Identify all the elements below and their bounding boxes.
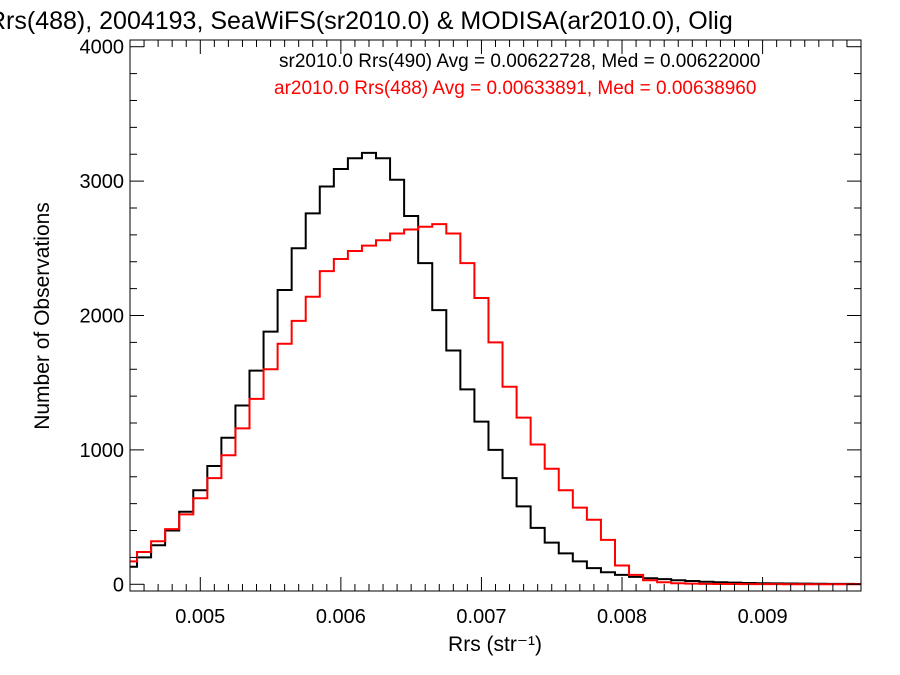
y-tick-label: 1000 — [80, 440, 125, 462]
chart-title: Rrs(488), 2004193, SeaWiFS(sr2010.0) & M… — [0, 7, 733, 35]
series-layer — [130, 151, 861, 586]
y-axis-title: Number of Observations — [31, 202, 54, 430]
plot-frame — [129, 39, 862, 592]
x-tick-label: 0.006 — [316, 606, 366, 628]
x-tick-label: 0.008 — [597, 606, 647, 628]
x-tick-label: 0.009 — [738, 606, 788, 628]
x-tick-label: 0.005 — [175, 606, 225, 628]
series-line-0 — [130, 151, 861, 586]
y-tick-label: 0 — [113, 574, 124, 596]
y-tick-label: 3000 — [80, 171, 125, 193]
y-tick-label: 2000 — [80, 306, 125, 328]
legend-entry-sr2010: sr2010.0 Rrs(490) Avg = 0.00622728, Med … — [279, 51, 760, 72]
y-tick-label: 4000 — [80, 37, 125, 59]
x-tick-label: 0.007 — [456, 606, 506, 628]
label-layer: 0.005 0.006 0.007 0.008 0.009 0 1000 2000 3000 40… — [80, 37, 788, 628]
tick-layer — [130, 40, 862, 591]
x-axis-title: Rrs (str⁻¹) — [448, 633, 542, 656]
legend-entry-ar2010: ar2010.0 Rrs(488) Avg = 0.00633891, Med … — [274, 78, 756, 99]
series-line-1 — [130, 223, 861, 586]
